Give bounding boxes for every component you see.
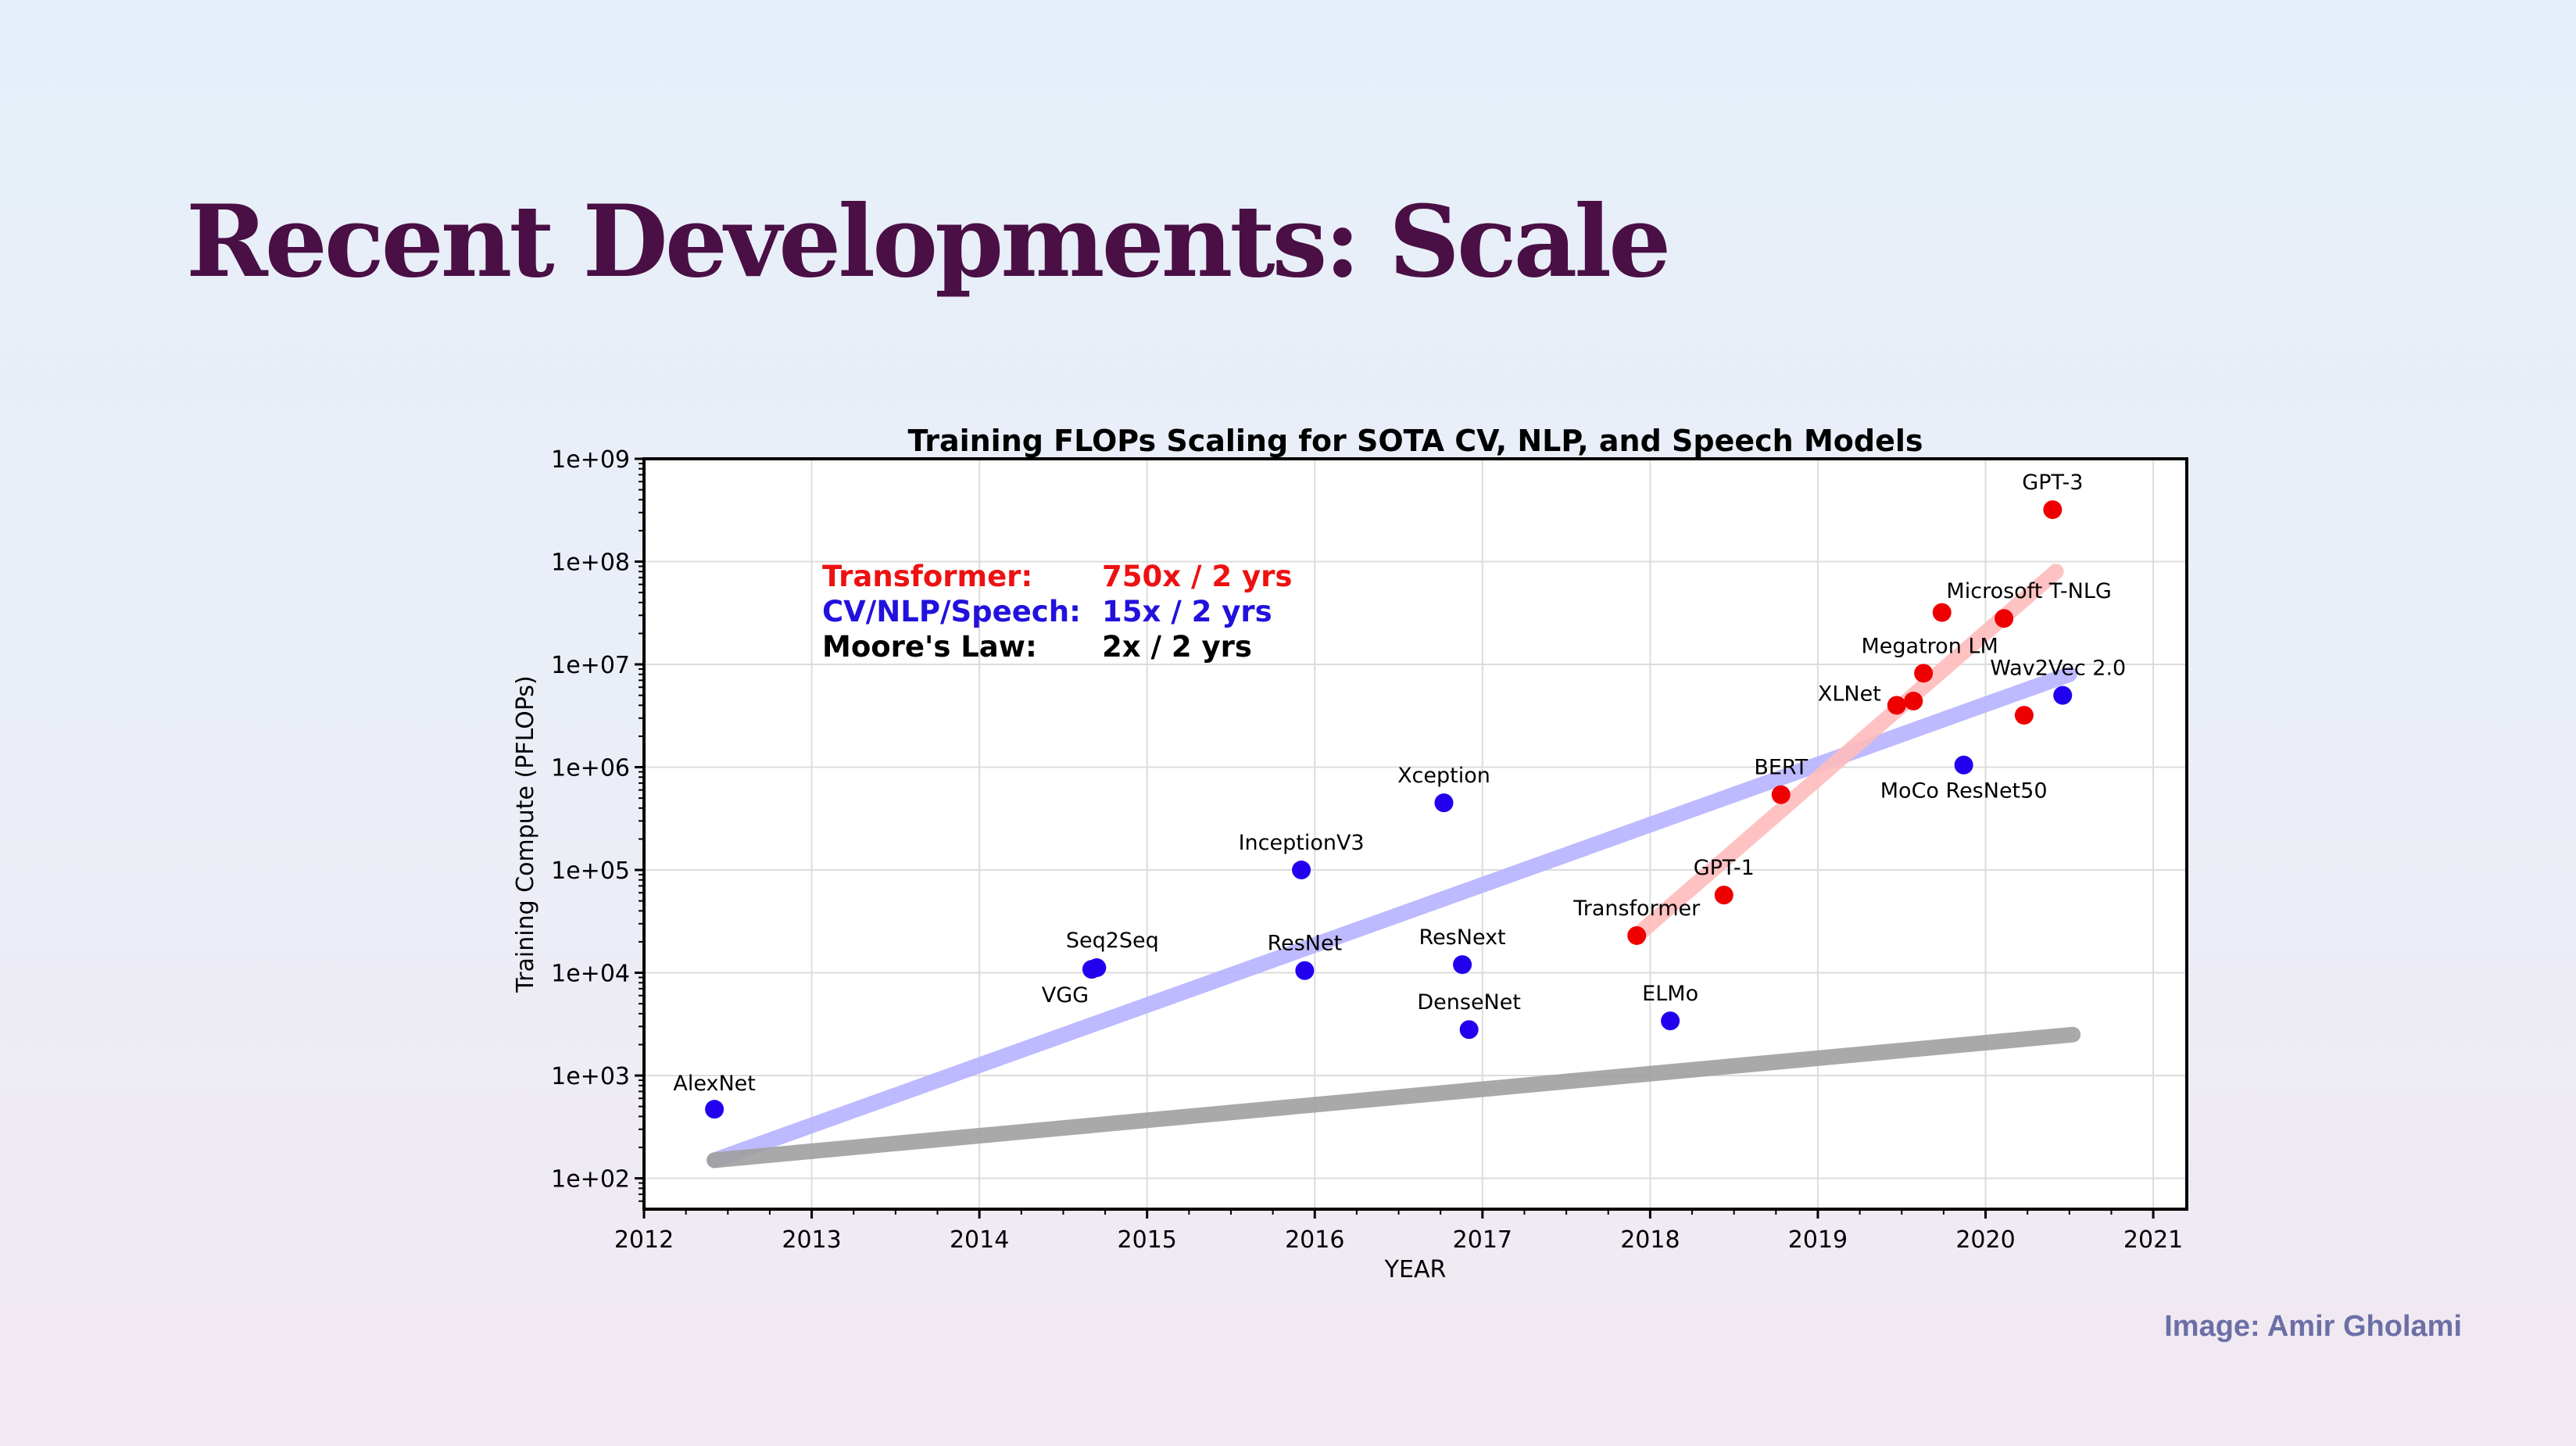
nlp-point-microsoft-t-nlg: [1995, 609, 2014, 628]
y-tick-label: 1e+03: [551, 1063, 630, 1090]
nlp-point-xlnet: [1887, 696, 1906, 715]
point-label: BERT: [1754, 756, 1808, 780]
cv-point-wav2vec-2-0: [2053, 685, 2073, 705]
nlp-point-transformer: [1627, 925, 1647, 945]
annotation-moore-label: Moore's Law:: [822, 630, 1037, 664]
point-label: VGG: [1042, 983, 1089, 1008]
cv-point-seq2seq: [1087, 958, 1107, 978]
point-label: XLNet: [1818, 682, 1881, 706]
point-label: InceptionV3: [1239, 831, 1365, 855]
nlp-point-gpt-3: [2043, 500, 2063, 520]
x-tick-label: 2013: [782, 1226, 841, 1254]
cv-point-elmo: [1661, 1011, 1680, 1031]
y-tick-label: 1e+08: [551, 549, 630, 577]
nlp-point-unlabeled: [1932, 603, 1952, 622]
transformer-trend: [1629, 564, 2064, 943]
x-tick-label: 2014: [950, 1226, 1009, 1254]
data-points: [705, 500, 2073, 1119]
point-label: Seq2Seq: [1066, 929, 1159, 953]
point-label: Wav2Vec 2.0: [1990, 657, 2126, 681]
cv-point-moco-resnet50: [1954, 755, 1973, 775]
plot-frame: [642, 457, 2188, 1211]
x-tick-label: 2016: [1285, 1226, 1344, 1254]
axis-ticks: 2012 2013 2014 2015 2016 2017 2018 2019 2020 2021…: [551, 446, 2183, 1254]
grid: [644, 459, 2187, 1209]
point-label: Xception: [1397, 764, 1490, 788]
annotation-transformer-value: 750x / 2 yrs: [1102, 560, 1292, 593]
x-tick-label: 2020: [1955, 1226, 2015, 1254]
x-tick-label: 2012: [614, 1226, 674, 1254]
annotation-cv-label: CV/NLP/Speech:: [822, 595, 1081, 628]
point-label: GPT-1: [1694, 856, 1755, 880]
x-axis-label: YEAR: [1384, 1256, 1447, 1283]
slide-title: Recent Developments: Scale: [186, 184, 1671, 299]
cv-point-densenet: [1459, 1020, 1479, 1040]
y-tick-label: 1e+07: [551, 652, 630, 679]
plot-area: [644, 459, 2187, 1209]
y-tick-label: 1e+06: [551, 755, 630, 782]
point-label: ResNext: [1419, 925, 1506, 950]
x-tick-label: 2015: [1118, 1226, 1177, 1254]
annotation-moore-value: 2x / 2 yrs: [1102, 630, 1252, 664]
y-tick-label: 1e+09: [551, 446, 630, 474]
point-label: ELMo: [1642, 982, 1698, 1006]
annotation-box: Transformer: 750x / 2 yrs CV/NLP/Speech:…: [822, 560, 1292, 664]
point-label: Microsoft T-NLG: [1946, 579, 2111, 603]
x-tick-label: 2018: [1620, 1226, 1680, 1254]
annotation-transformer-label: Transformer:: [822, 560, 1032, 593]
cv-point-resnext: [1453, 955, 1472, 975]
point-label: MoCo ResNet50: [1880, 779, 2048, 804]
x-tick-label: 2021: [2123, 1226, 2183, 1254]
cv-point-inceptionv3: [1292, 861, 1311, 880]
y-tick-label: 1e+04: [551, 961, 630, 988]
moores-law-trend: [707, 1026, 2081, 1169]
cv-point-xception: [1434, 793, 1454, 813]
point-label: AlexNet: [673, 1072, 755, 1096]
point-label: GPT-3: [2022, 471, 2083, 495]
cv-point-alexnet: [705, 1100, 724, 1119]
point-label: Megatron LM: [1862, 634, 1998, 658]
nlp-point-unlabeled: [2014, 706, 2034, 725]
nlp-point-unlabeled: [1904, 691, 1923, 710]
y-tick-label: 1e+05: [551, 857, 630, 885]
point-label: ResNet: [1268, 932, 1343, 956]
x-tick-label: 2017: [1453, 1226, 1512, 1254]
point-labels: AlexNet VGG Seq2Seq InceptionV3 ResNet Xcepti…: [673, 471, 2126, 1096]
chart-title: Training FLOPs Scaling for SOTA CV, NLP,…: [907, 424, 1923, 458]
trend-lines: [707, 564, 2081, 1169]
nlp-point-bert: [1771, 785, 1791, 804]
x-tick-label: 2019: [1788, 1226, 1848, 1254]
y-tick-label: 1e+02: [551, 1166, 630, 1194]
y-axis-label: Training Compute (PFLOPs): [512, 675, 539, 993]
cv-point-resnet: [1295, 961, 1315, 980]
nlp-point-megatron-lm: [1914, 664, 1934, 683]
annotation-cv-value: 15x / 2 yrs: [1102, 595, 1272, 628]
nlp-point-gpt-1: [1714, 886, 1733, 905]
point-label: Transformer: [1572, 897, 1701, 921]
point-label: DenseNet: [1417, 990, 1521, 1015]
image-credit: Image: Amir Gholami: [2164, 1310, 2462, 1343]
